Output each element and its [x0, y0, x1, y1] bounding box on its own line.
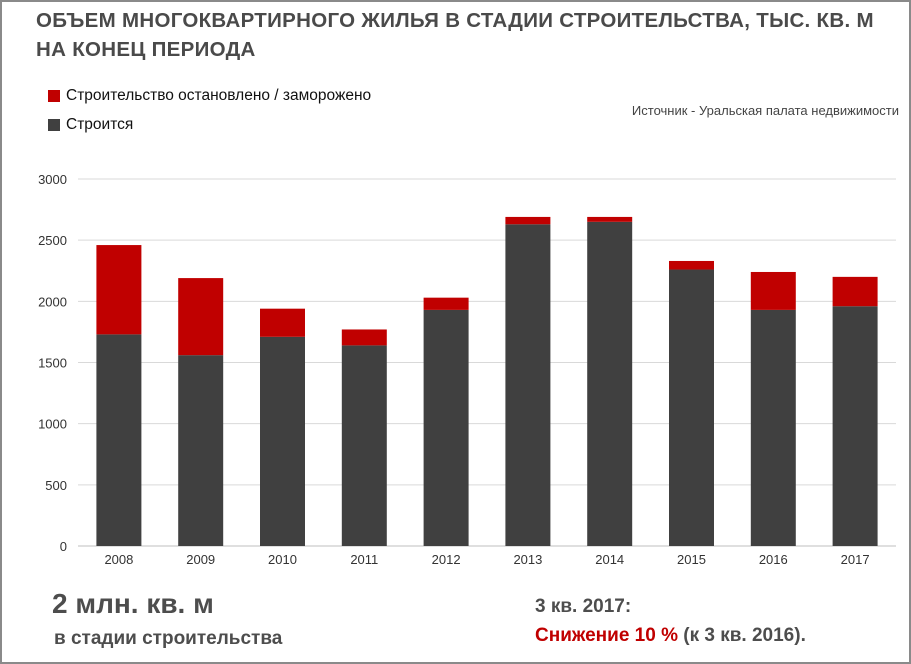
- bar-building: [669, 269, 714, 546]
- legend-swatch-stopped: [48, 90, 60, 102]
- bar-stopped: [178, 278, 224, 356]
- bar-stopped: [587, 216, 633, 222]
- headline-volume: 2 млн. кв. м: [52, 588, 214, 619]
- y-tick-label: 500: [45, 478, 67, 493]
- bar-stopped: [260, 308, 305, 337]
- bar-building: [341, 345, 387, 546]
- period-label: 3 кв. 2017:: [535, 596, 632, 617]
- legend-item-stopped: Строительство остановлено / заморожено: [48, 87, 371, 105]
- bar-stopped: [669, 260, 714, 270]
- bar-building: [178, 355, 224, 546]
- x-tick-label: 2008: [104, 552, 133, 567]
- x-tick-label: 2009: [186, 552, 215, 567]
- x-tick-label: 2011: [350, 552, 378, 567]
- y-tick-label: 1500: [38, 356, 67, 371]
- bar-stopped: [96, 245, 142, 335]
- x-tick-label: 2017: [841, 552, 870, 567]
- x-tick-label: 2013: [513, 552, 542, 567]
- x-tick-label: 2014: [595, 552, 624, 567]
- bar-building: [587, 221, 633, 547]
- y-tick-label: 2000: [38, 294, 67, 309]
- bar-building: [96, 334, 142, 546]
- x-tick-label: 2016: [759, 552, 788, 567]
- y-tick-label: 3000: [38, 172, 67, 187]
- change-note-text: (к 3 кв. 2016).: [683, 625, 806, 646]
- bar-building: [832, 306, 878, 546]
- bar-building: [505, 224, 551, 546]
- headline-caption: в стадии строительства: [54, 628, 283, 649]
- bar-stopped: [832, 276, 878, 307]
- x-tick-label: 2015: [677, 552, 706, 567]
- bar-building: [423, 309, 469, 546]
- x-tick-label: 2010: [268, 552, 297, 567]
- y-tick-label: 2500: [38, 233, 67, 248]
- legend-label-stopped: Строительство остановлено / заморожено: [66, 87, 372, 104]
- chart-title: ОБЪЕМ МНОГОКВАРТИРНОГО ЖИЛЬЯ В СТАДИИ СТ…: [36, 9, 874, 61]
- bar-stopped: [423, 297, 469, 310]
- legend-item-building: Строится: [48, 116, 133, 134]
- legend-swatch-building: [48, 119, 60, 131]
- bar-building: [750, 309, 796, 546]
- bar-stopped: [750, 271, 796, 310]
- x-tick-label: 2012: [432, 552, 461, 567]
- y-tick-label: 0: [60, 539, 67, 554]
- source-note: Источник - Уральская палата недвижимости: [631, 103, 899, 118]
- bar-stopped: [341, 329, 387, 346]
- change-label: Снижение 10 %: [535, 625, 678, 646]
- change-note: Снижение 10 % (к 3 кв. 2016).: [535, 625, 806, 647]
- bar-building: [260, 336, 305, 546]
- legend-label-building: Строится: [66, 116, 134, 133]
- bar-stopped: [505, 216, 551, 225]
- y-tick-label: 1000: [38, 417, 67, 432]
